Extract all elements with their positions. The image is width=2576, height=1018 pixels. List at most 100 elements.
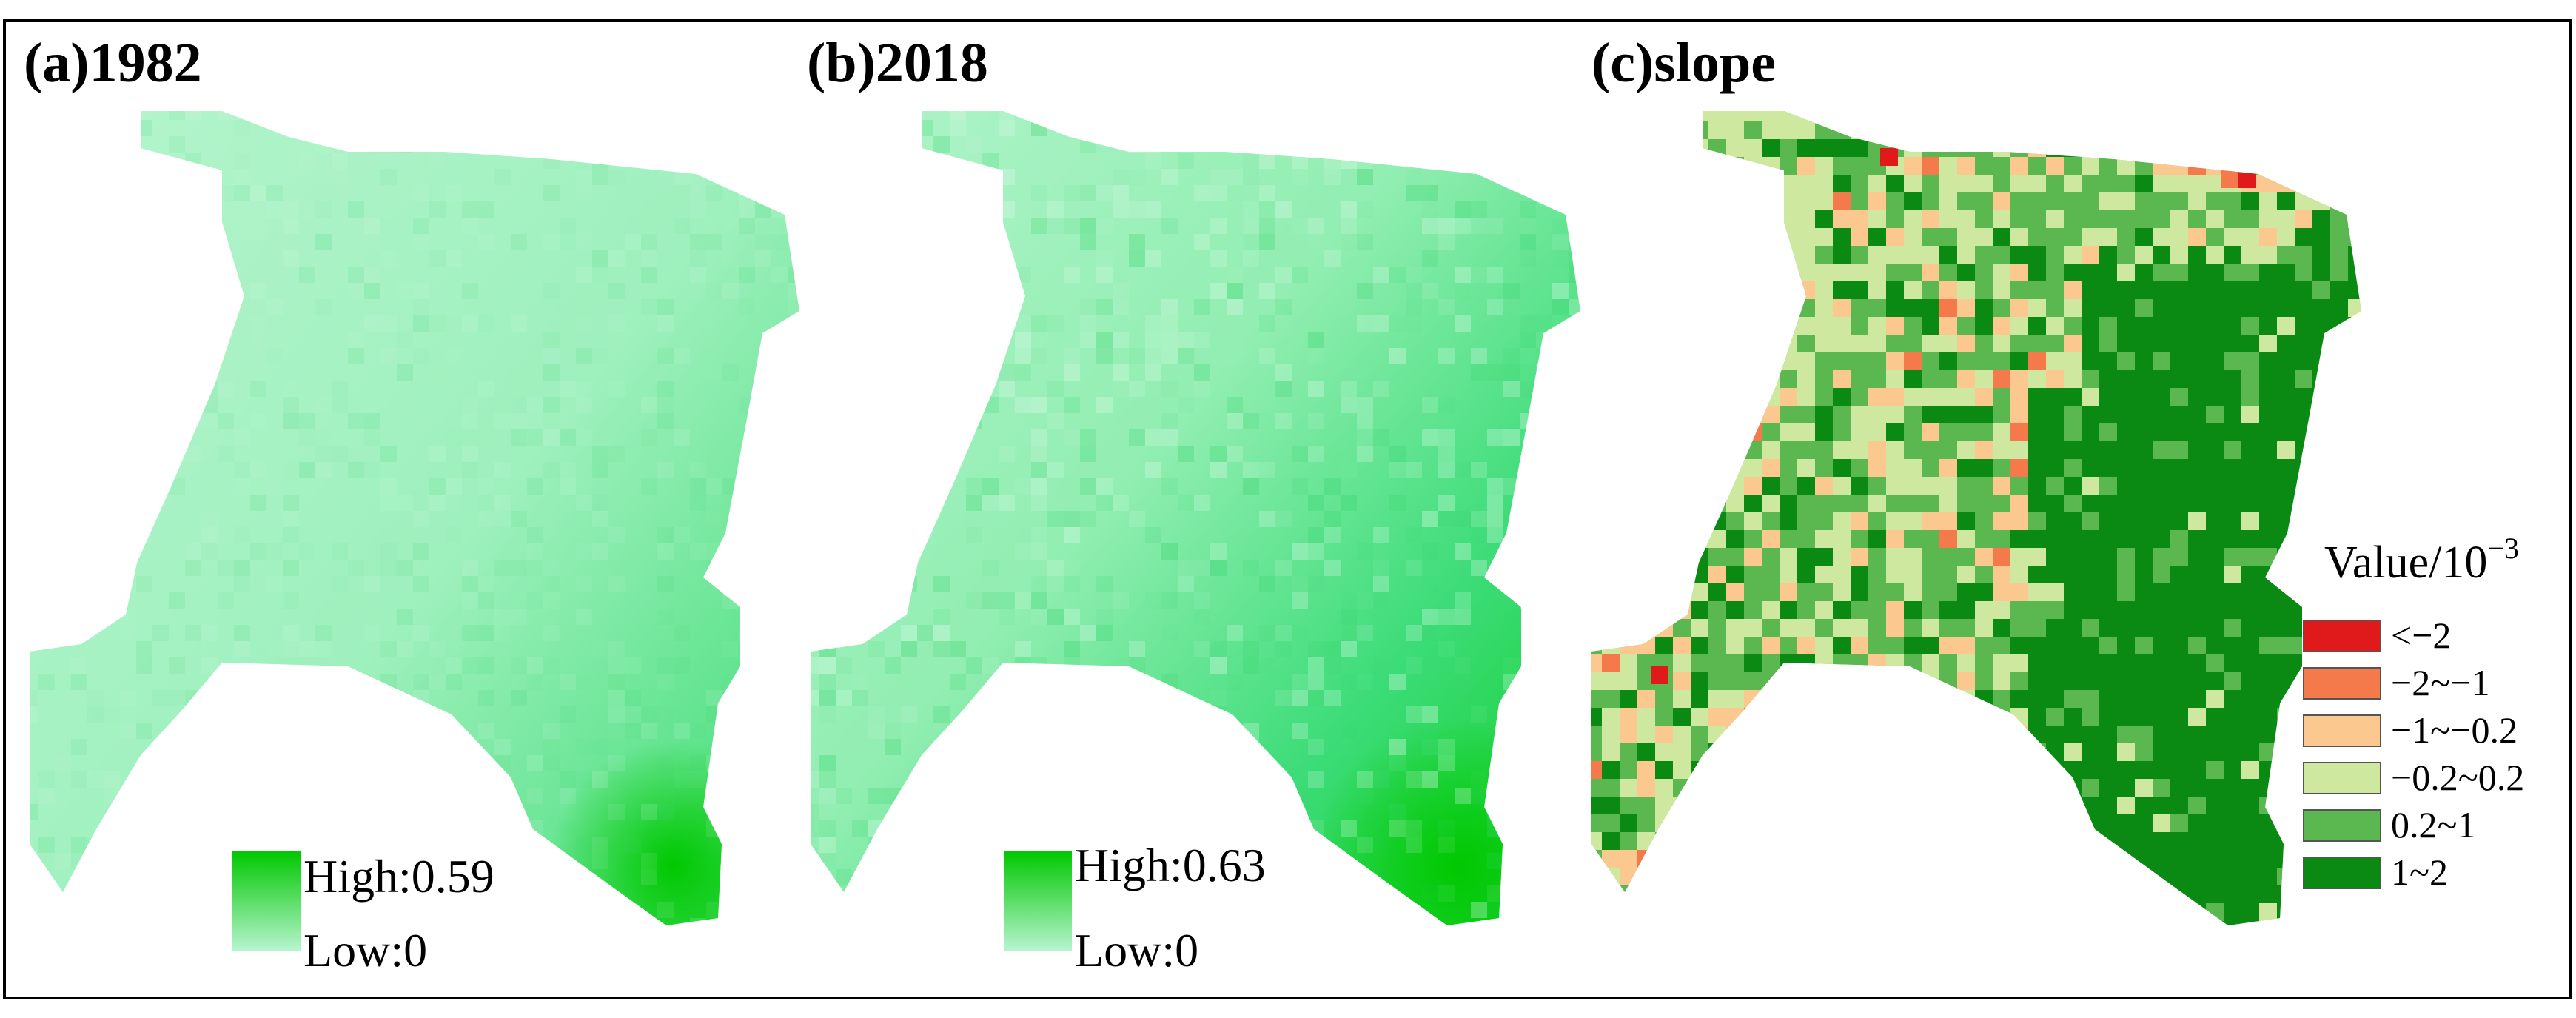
raster-cell [413, 315, 429, 332]
raster-cell [1389, 918, 1406, 925]
raster-cell [1455, 315, 1471, 332]
raster-cell [1292, 804, 1308, 820]
raster-cell [950, 218, 966, 234]
slope-cell [1591, 761, 1602, 779]
raster-cell [120, 609, 136, 625]
raster-cell [811, 657, 819, 674]
slope-cell [2028, 264, 2046, 281]
raster-cell [868, 820, 885, 837]
raster-cell [315, 690, 332, 706]
raster-cell [266, 837, 283, 853]
slope-cell [1904, 370, 1922, 388]
raster-cell [380, 218, 397, 234]
raster-cell [1210, 560, 1227, 576]
slope-cell [2135, 246, 2153, 264]
slope-cell [1691, 281, 1708, 299]
raster-cell [1145, 527, 1161, 543]
slope-cell [1993, 601, 2010, 619]
slope-cell [2238, 170, 2256, 188]
raster-cell [1096, 609, 1113, 625]
slope-cell [1637, 761, 1655, 779]
slope-cell [1939, 121, 1957, 139]
slope-cell [2010, 281, 2028, 299]
raster-cell [169, 315, 185, 332]
slope-cell [1797, 139, 1815, 157]
raster-cell [462, 413, 478, 429]
slope-cell [1886, 317, 1904, 335]
raster-cell [1455, 283, 1471, 299]
raster-cell [1503, 283, 1520, 299]
raster-cell [868, 111, 885, 120]
raster-cell [30, 543, 38, 560]
raster-cell [169, 723, 185, 739]
slope-cell [1591, 832, 1602, 850]
slope-cell [2259, 139, 2277, 157]
raster-cell [1031, 218, 1047, 234]
slope-cell [2135, 370, 2153, 388]
raster-cell [1292, 576, 1308, 592]
slope-cell [1868, 566, 1886, 583]
slope-cell [2064, 335, 2082, 352]
raster-cell [999, 739, 1015, 755]
raster-cell [771, 153, 788, 169]
slope-cell [2082, 814, 2099, 832]
slope-cell [1780, 370, 1797, 388]
slope-cell [2099, 264, 2117, 281]
slope-cell [2241, 157, 2259, 175]
slope-cell [1868, 175, 1886, 192]
slope-cell [1922, 139, 1939, 157]
raster-cell [885, 413, 901, 429]
raster-cell [169, 690, 185, 706]
raster-cell [1406, 462, 1422, 478]
slope-cell [1815, 317, 1833, 335]
slope-cell [2010, 352, 2028, 370]
raster-cell [1373, 381, 1389, 397]
slope-cell [2259, 388, 2277, 406]
slope-cell [1637, 566, 1655, 583]
raster-cell [1096, 267, 1113, 283]
slope-cell [2170, 388, 2188, 406]
ramp-low-label-1982: Low:0 [303, 924, 427, 977]
slope-cell [2295, 157, 2312, 175]
raster-cell [1129, 429, 1145, 446]
slope-cell [1833, 423, 1851, 441]
raster-cell [1438, 218, 1455, 234]
raster-cell [1259, 153, 1275, 169]
slope-cell [1833, 530, 1851, 548]
raster-cell [982, 918, 999, 934]
slope-cell [2295, 939, 2312, 957]
raster-cell [1080, 429, 1096, 446]
raster-cell [1275, 201, 1292, 218]
slope-cell [2330, 264, 2348, 281]
slope-cell [1868, 388, 1886, 406]
raster-cell [185, 869, 201, 885]
raster-cell [739, 625, 755, 641]
raster-cell [1389, 267, 1406, 283]
raster-cell [234, 185, 250, 201]
raster-cell [755, 739, 771, 755]
raster-cell [1194, 706, 1210, 723]
slope-cell [1655, 459, 1673, 477]
slope-cell [1815, 352, 1833, 370]
raster-cell [917, 625, 933, 641]
slope-cell [2366, 459, 2384, 477]
slope-cell [2188, 406, 2206, 423]
slope-cell [1975, 111, 1993, 121]
raster-cell [315, 820, 332, 837]
raster-cell [218, 283, 234, 299]
raster-cell [1585, 429, 1601, 446]
slope-cell [2010, 921, 2028, 925]
slope-cell [1673, 814, 1691, 832]
slope-cell [1726, 637, 1744, 654]
slope-cell [2206, 690, 2224, 708]
slope-cell [1780, 406, 1797, 423]
slope-cell [2259, 797, 2277, 814]
slope-cell [2224, 601, 2241, 619]
raster-cell [1487, 218, 1503, 234]
raster-cell [1389, 315, 1406, 332]
slope-cell [1673, 583, 1691, 601]
slope-cell [2135, 868, 2153, 885]
slope-cell [1868, 743, 1886, 761]
raster-cell [755, 381, 771, 397]
slope-cell [1939, 548, 1957, 566]
